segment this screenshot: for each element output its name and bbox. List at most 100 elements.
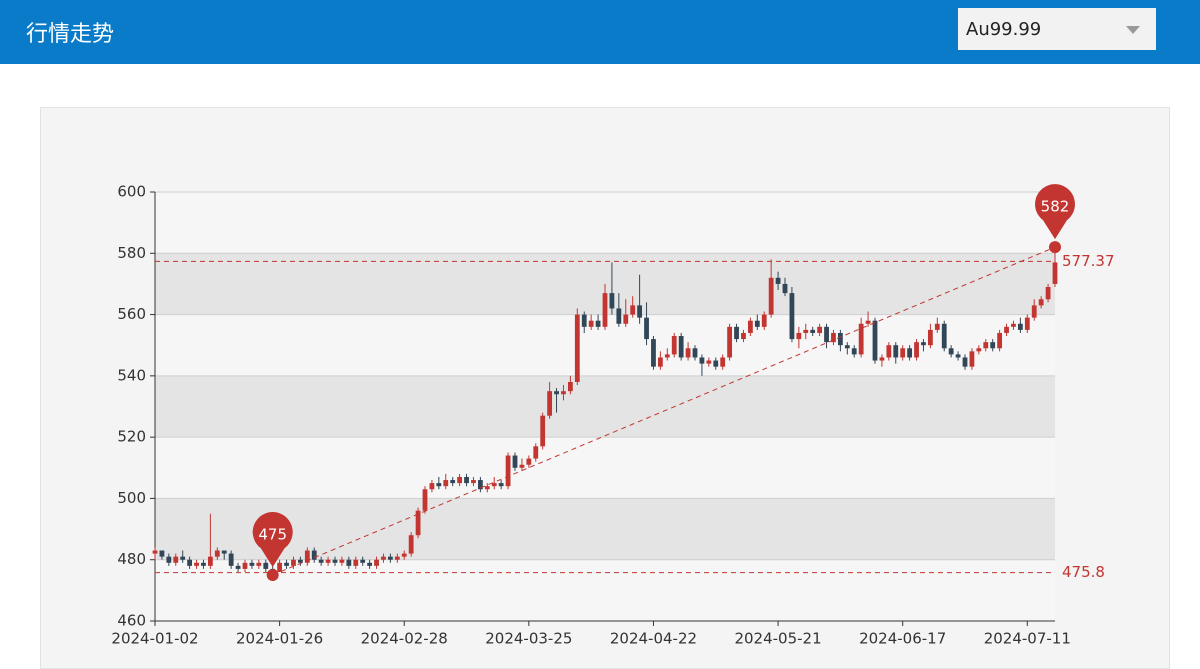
header-bar: 行情走势 Au99.99 bbox=[0, 0, 1200, 64]
candle-body bbox=[976, 348, 982, 352]
candle-body bbox=[886, 345, 892, 358]
candle-body bbox=[893, 345, 899, 358]
candle-body bbox=[374, 559, 379, 566]
candle-body bbox=[554, 391, 559, 395]
split-area bbox=[155, 559, 1055, 621]
candle-body bbox=[367, 562, 373, 566]
candle-body bbox=[436, 483, 442, 487]
candle-body bbox=[381, 556, 386, 560]
y-tick-label: 540 bbox=[117, 366, 146, 384]
candle-body bbox=[955, 354, 961, 358]
candle-body bbox=[664, 354, 670, 358]
candle-body bbox=[831, 332, 836, 343]
candle-body bbox=[387, 556, 393, 560]
y-tick-label: 480 bbox=[117, 550, 146, 568]
candle-body bbox=[152, 550, 158, 554]
candle-body bbox=[969, 351, 975, 367]
split-area bbox=[155, 192, 1055, 254]
candle-body bbox=[644, 317, 649, 340]
candle-body bbox=[692, 348, 698, 358]
candle-body bbox=[484, 486, 490, 490]
candle-body bbox=[914, 342, 919, 358]
candle-body bbox=[360, 559, 366, 563]
candle-body bbox=[574, 314, 580, 382]
y-tick-label: 600 bbox=[117, 183, 146, 201]
dropdown-arrow bbox=[1126, 26, 1140, 34]
instrument-select[interactable]: Au99.99 bbox=[958, 8, 1156, 50]
candle-body bbox=[595, 320, 601, 327]
candle-body bbox=[498, 483, 504, 487]
candle-body bbox=[297, 559, 303, 563]
candle-body bbox=[304, 550, 310, 563]
split-area bbox=[155, 437, 1055, 499]
candle-body bbox=[789, 293, 795, 340]
mark-point-dot bbox=[1049, 241, 1061, 254]
x-tick-label: 2024-05-21 bbox=[734, 630, 821, 648]
candle-body bbox=[214, 550, 220, 557]
candle-body bbox=[962, 357, 968, 367]
y-tick-label: 500 bbox=[117, 489, 146, 507]
candle-body bbox=[242, 562, 248, 569]
candle-body bbox=[934, 323, 940, 330]
candle-body bbox=[872, 320, 878, 361]
select-value: Au99.99 bbox=[966, 19, 1042, 40]
candle-body bbox=[803, 329, 809, 333]
candle-body bbox=[443, 480, 449, 487]
candle-body bbox=[394, 556, 400, 560]
candle-body bbox=[997, 332, 1003, 349]
candle-body bbox=[256, 562, 262, 566]
candle-body bbox=[637, 305, 643, 318]
candle-body bbox=[533, 446, 539, 459]
x-tick-label: 2024-01-26 bbox=[236, 630, 323, 648]
candle-body bbox=[318, 559, 324, 563]
candle-body bbox=[1031, 305, 1037, 318]
candle-body bbox=[291, 559, 296, 566]
mark-point-label: 582 bbox=[1041, 198, 1070, 216]
candle-body bbox=[858, 323, 864, 355]
x-tick-label: 2024-02-28 bbox=[361, 630, 448, 648]
candle-body bbox=[477, 480, 483, 490]
x-tick-label: 2024-04-22 bbox=[610, 630, 697, 648]
y-tick-label: 520 bbox=[117, 428, 146, 446]
split-area bbox=[155, 498, 1055, 560]
mark-point-pin bbox=[1035, 184, 1075, 240]
candle-body bbox=[228, 553, 234, 566]
candle-body bbox=[561, 391, 566, 395]
y-tick-label: 460 bbox=[117, 612, 146, 630]
candle-body bbox=[941, 323, 947, 349]
candle-body bbox=[346, 559, 352, 566]
candle-body bbox=[263, 562, 269, 569]
candle-body bbox=[609, 293, 615, 309]
candle-body bbox=[844, 345, 850, 349]
candle-body bbox=[651, 339, 656, 367]
candle-body bbox=[879, 357, 885, 361]
candle-body bbox=[1045, 286, 1051, 300]
candle-body bbox=[353, 559, 359, 566]
candle-body bbox=[249, 562, 255, 566]
candle-body bbox=[824, 326, 829, 343]
x-tick-label: 2024-01-02 bbox=[111, 630, 198, 648]
candle-body bbox=[166, 556, 172, 563]
candle-body bbox=[775, 277, 781, 284]
candle-body bbox=[720, 357, 726, 367]
candle-body bbox=[581, 314, 587, 327]
candle-body bbox=[422, 489, 428, 511]
trend-line bbox=[272, 246, 1056, 576]
mark-point-pin bbox=[252, 512, 293, 568]
candle-body bbox=[734, 326, 739, 340]
candle-body bbox=[678, 336, 684, 358]
candle-body bbox=[311, 550, 317, 560]
candle-body bbox=[339, 559, 345, 563]
candle-body bbox=[415, 510, 421, 536]
candle-body bbox=[277, 562, 283, 572]
candle-body bbox=[602, 293, 608, 327]
candle-body bbox=[505, 455, 511, 487]
mark-line-label: 475.8 bbox=[1062, 563, 1105, 581]
candle-body bbox=[1017, 323, 1023, 330]
candle-body bbox=[796, 332, 802, 340]
candle-body bbox=[900, 348, 906, 358]
candle-body bbox=[671, 336, 677, 355]
candle-body bbox=[948, 348, 954, 355]
candle-body bbox=[325, 559, 331, 563]
